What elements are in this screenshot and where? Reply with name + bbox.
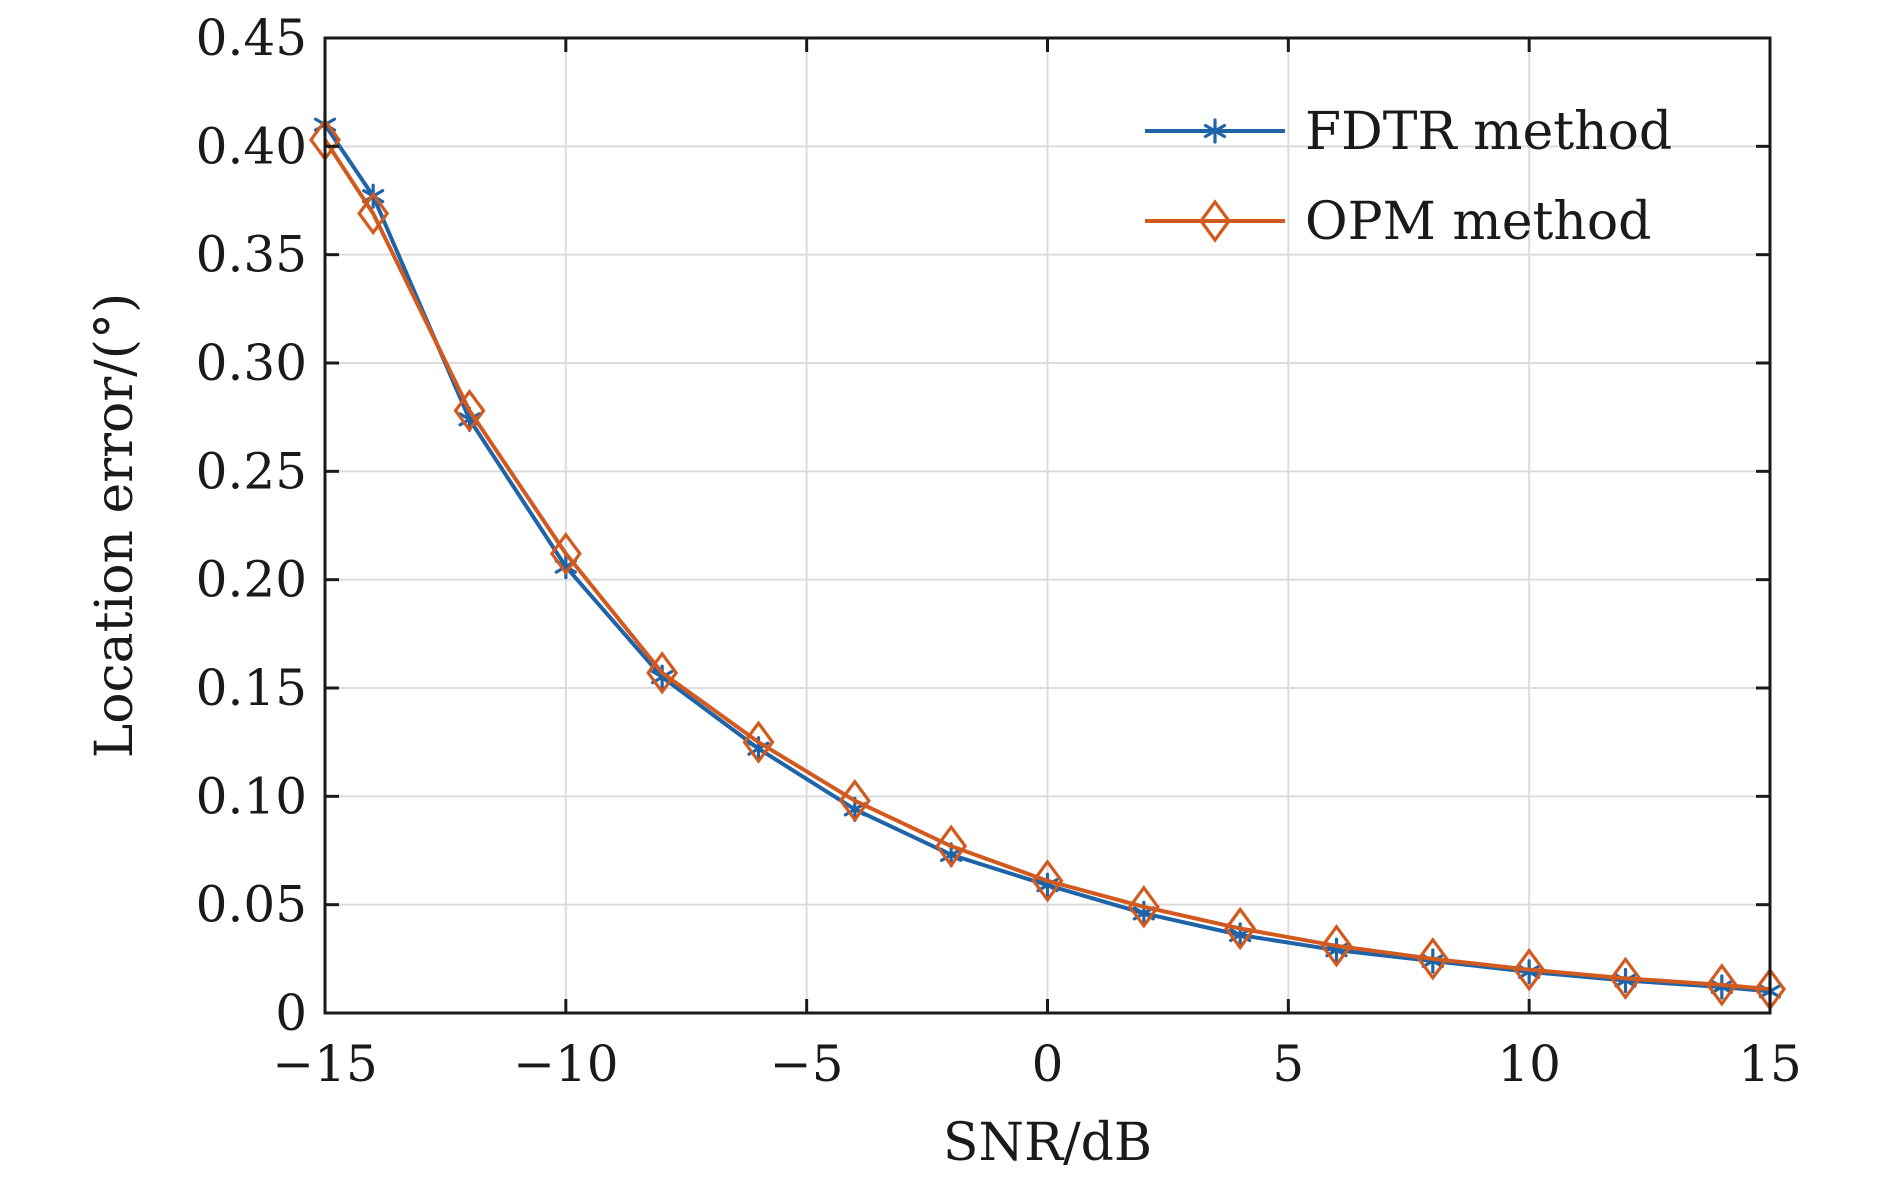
data-point-diamond [1224, 906, 1257, 951]
y-tick-label: 0.10 [196, 767, 307, 825]
data-point-diamond [453, 388, 486, 433]
x-tick-label: −5 [770, 1035, 844, 1093]
y-tick-label: 0.40 [196, 117, 307, 175]
data-point-diamond [1609, 956, 1642, 1001]
axis-ticks [323, 36, 1772, 1015]
data-point-diamond [838, 778, 871, 823]
y-tick-label: 0.05 [196, 876, 307, 934]
x-tick-label: −15 [272, 1035, 378, 1093]
legend-item: OPM method [1145, 192, 1651, 252]
data-point-diamond [1320, 924, 1353, 968]
y-tick-label: 0.35 [196, 226, 307, 284]
y-tick-label: 0.25 [196, 442, 307, 500]
data-point-diamond [1513, 947, 1546, 992]
series-layer [309, 112, 1786, 1011]
data-point-diamond [1705, 963, 1738, 1007]
series-line-opm-method [323, 138, 1771, 992]
data-point-diamond [935, 824, 968, 868]
y-tick-label: 0 [275, 984, 307, 1042]
legend-label: FDTR method [1305, 102, 1672, 162]
data-point-diamond [1127, 885, 1160, 929]
y-tick-label: 0.45 [196, 9, 307, 67]
x-tick-label: 10 [1497, 1035, 1561, 1093]
data-point-diamond [742, 720, 775, 764]
legend-item: FDTR method [1145, 102, 1672, 162]
y-tick-label: 0.15 [196, 659, 307, 717]
x-tick-label: 0 [1032, 1035, 1064, 1093]
x-tick-labels: −15 −10 −5 0 5 10 15 [272, 1035, 1802, 1093]
legend-label: OPM method [1305, 192, 1651, 252]
y-tick-labels: 0 0.05 0.10 0.15 0.20 0.25 0.30 0.35 0.40 0.45 [196, 9, 307, 1042]
y-axis-title: Location error/(°) [85, 293, 145, 759]
legend: FDTR method OPM method [1145, 102, 1672, 252]
x-axis-title: SNR/dB [943, 1113, 1152, 1173]
y-tick-label: 0.20 [196, 551, 307, 609]
y-tick-label: 0.30 [196, 334, 307, 392]
data-point-diamond [1416, 937, 1449, 981]
x-tick-label: 5 [1272, 1035, 1304, 1093]
legend-marker-diamond [1199, 199, 1231, 243]
legend-marker-asterisk [1203, 118, 1227, 144]
data-point-diamond [646, 651, 679, 695]
x-tick-label: −10 [513, 1035, 619, 1093]
data-point-diamond [1031, 859, 1064, 903]
data-point-diamond [549, 531, 582, 576]
data-point-diamond [357, 191, 390, 236]
x-tick-label: 15 [1738, 1035, 1802, 1093]
